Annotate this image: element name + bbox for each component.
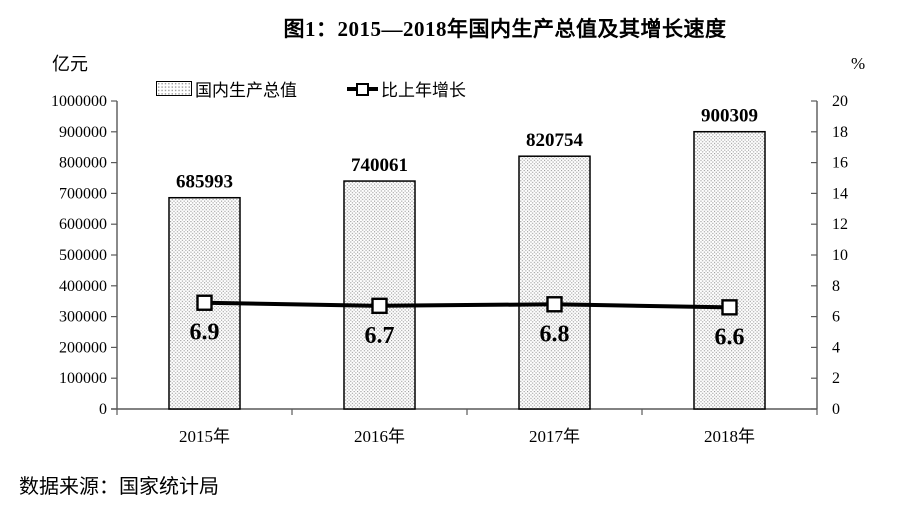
left-axis-tick-label: 800000 [59,155,107,172]
line-marker-point [546,296,563,313]
growth-value-label: 6.6 [715,324,745,350]
left-axis-unit-label: 亿元 [52,54,88,74]
right-axis-tick-label: 18 [832,124,848,141]
growth-value-label: 6.8 [540,321,570,347]
bar-swatch-icon [156,81,192,96]
right-axis-tick-label: 12 [832,216,848,233]
bar-value-label: 740061 [351,155,408,176]
right-axis-tick-label: 20 [832,93,848,110]
x-axis-label: 2016年 [354,427,405,446]
legend-label-growth: 比上年增长 [381,81,466,100]
left-axis-tick-label: 100000 [59,370,107,387]
line-marker-point [371,297,388,315]
right-axis-unit-label: % [851,54,866,73]
left-axis-tick-label: 400000 [59,278,107,295]
growth-value-label: 6.7 [365,323,395,349]
left-axis-tick-label: 1000000 [51,93,107,110]
x-axis-label: 2018年 [704,427,755,446]
growth-line [204,300,730,310]
left-axis-tick-label: 200000 [59,339,107,356]
right-axis-tick-label: 10 [832,247,848,264]
right-axis-tick-label: 14 [832,185,848,202]
bar-2018年 [693,130,766,410]
legend: 国内生产总值 比上年增长 [156,76,466,101]
right-axis-tick-label: 16 [832,155,848,172]
line-marker-point [721,299,738,316]
legend-item-gdp: 国内生产总值 [156,76,297,101]
right-axis-tick-label: 6 [832,309,840,326]
left-axis-tick-label: 600000 [59,216,107,233]
legend-item-growth: 比上年增长 [347,76,466,101]
right-axis-tick-label: 0 [832,401,840,418]
legend-label-gdp: 国内生产总值 [195,81,297,100]
bar-value-label: 820754 [526,130,584,151]
x-axis-label: 2015年 [179,427,230,446]
chart-title: 图1：2015—2018年国内生产总值及其增长速度 [283,17,727,41]
left-axis-tick-label: 0 [99,401,107,418]
left-axis-tick-label: 900000 [59,124,107,141]
bar-2016年 [343,180,416,410]
chart-plot-area: 0 100000 200000 300000 400000 500000 600000 700… [51,93,848,446]
left-axis-tick-label: 700000 [59,185,107,202]
bar-2017年 [518,155,591,410]
right-axis-tick-label: 8 [832,278,840,295]
right-axis-tick-label: 4 [832,339,840,356]
left-axis-tick-label: 300000 [59,309,107,326]
right-axis-tick-label: 2 [832,370,840,387]
line-marker-point [196,294,213,311]
left-axis-tick-label: 500000 [59,247,107,264]
line-marker-icon [347,82,378,96]
growth-value-label: 6.9 [190,320,220,346]
x-axis-label: 2017年 [529,427,580,446]
bar-value-label: 685993 [176,172,233,193]
data-source-note: 数据来源：国家统计局 [19,476,219,498]
bar-value-label: 900309 [701,106,758,127]
